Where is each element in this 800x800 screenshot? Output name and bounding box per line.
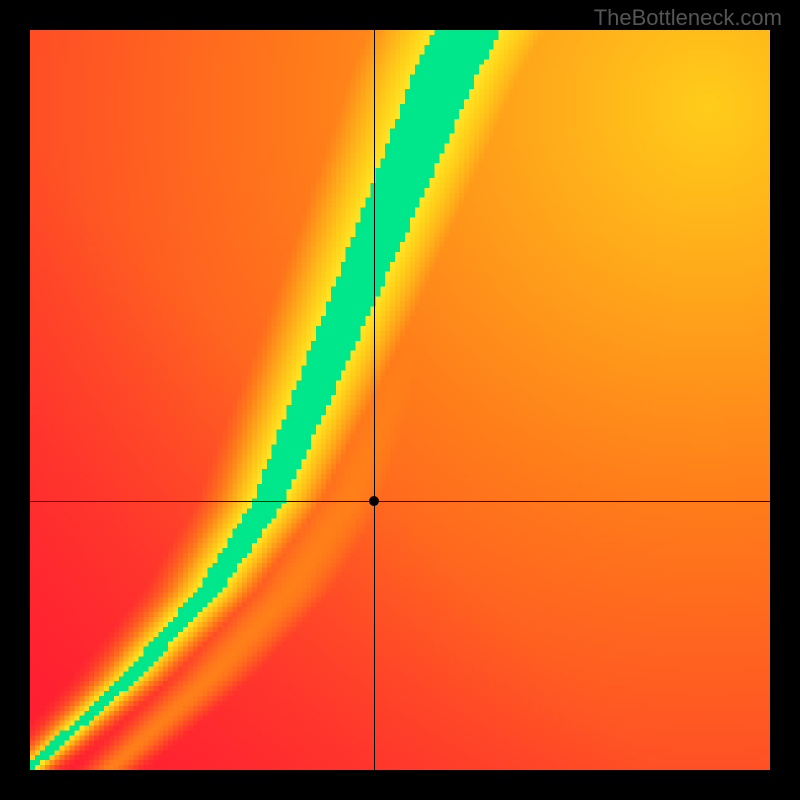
watermark-text: TheBottleneck.com [594, 5, 782, 31]
crosshair-vertical [374, 30, 375, 770]
heatmap-canvas [30, 30, 770, 770]
crosshair-dot [369, 496, 379, 506]
chart-container: TheBottleneck.com [0, 0, 800, 800]
plot-area [30, 30, 770, 770]
crosshair-horizontal [30, 501, 770, 502]
